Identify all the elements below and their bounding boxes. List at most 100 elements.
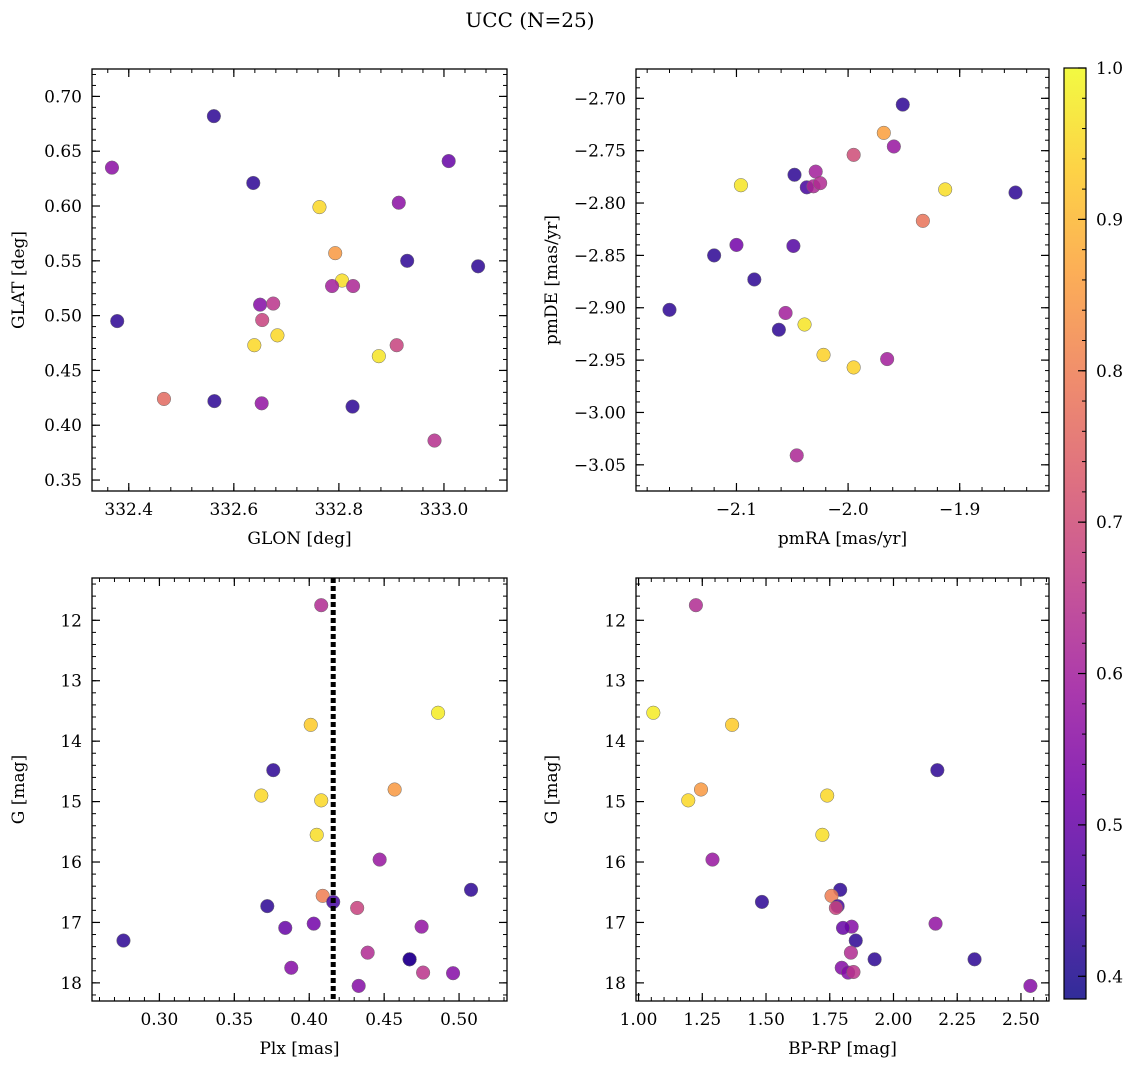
x-tick-label: 1.25 <box>683 1010 721 1030</box>
data-point <box>246 175 261 191</box>
y-tick-label: −2.80 <box>574 194 626 214</box>
scatter-points <box>646 598 1038 993</box>
data-point <box>391 195 406 210</box>
data-point <box>938 182 953 197</box>
y-tick-label: 0.35 <box>44 471 82 491</box>
minor-ticks <box>92 578 507 1001</box>
y-tick-label: 0.55 <box>44 252 82 272</box>
axes-frame <box>635 68 1050 492</box>
y-tick-label: 15 <box>60 793 82 813</box>
y-tick-label: 14 <box>604 732 626 752</box>
major-ticks <box>92 69 507 491</box>
y-axis-label: G [mag] <box>542 755 562 824</box>
data-point <box>284 960 299 975</box>
data-point <box>967 952 982 967</box>
axes-frame <box>635 577 1050 1002</box>
x-tick-label: −1.9 <box>939 500 980 520</box>
x-axis-label: BP-RP [mag] <box>788 1039 897 1059</box>
data-point <box>1023 978 1038 993</box>
data-point <box>387 782 402 797</box>
data-point <box>471 259 486 274</box>
axes-frame <box>91 577 508 1002</box>
data-point <box>789 448 804 463</box>
data-point <box>646 705 661 720</box>
y-axis-label: GLAT [deg] <box>9 231 29 329</box>
data-point <box>414 919 429 934</box>
data-point <box>253 297 268 312</box>
y-tick-label: 12 <box>60 611 82 631</box>
y-tick-label: −3.00 <box>574 403 626 423</box>
data-point <box>206 109 221 124</box>
data-point <box>312 200 327 215</box>
data-point <box>389 338 404 353</box>
x-tick-label: 333.0 <box>420 500 469 520</box>
data-point <box>835 920 851 935</box>
data-point <box>255 312 270 328</box>
data-point <box>328 246 343 261</box>
data-point <box>254 396 269 411</box>
data-point <box>693 782 709 797</box>
data-point <box>733 178 748 193</box>
data-point <box>846 360 861 375</box>
data-point <box>315 888 330 903</box>
major-ticks <box>636 69 1049 491</box>
major-ticks <box>636 578 1049 1001</box>
y-tick-label: −2.95 <box>574 351 626 371</box>
data-point <box>260 899 275 914</box>
x-tick-label: 2.25 <box>938 1010 976 1030</box>
data-point <box>116 933 131 948</box>
x-axis-label: Plx [mas] <box>259 1039 339 1059</box>
data-point <box>747 272 762 287</box>
colorbar-tick-label: 0.7 <box>1096 513 1123 533</box>
data-point <box>247 338 262 353</box>
data-point <box>895 97 910 112</box>
data-point <box>813 176 828 191</box>
y-tick-label: 0.70 <box>44 87 82 107</box>
data-point <box>254 788 269 803</box>
y-tick-label: 16 <box>60 853 82 873</box>
axes-frame <box>91 68 508 492</box>
x-tick-label: 0.50 <box>440 1010 478 1030</box>
major-ticks <box>92 578 507 1001</box>
data-point <box>848 933 863 948</box>
colorbar: 0.4 0.5 0.6 0.7 0.8 0.9 1.0 <box>1063 59 1123 1000</box>
data-point <box>431 705 446 720</box>
y-tick-label: 12 <box>604 611 626 631</box>
data-point <box>402 952 417 967</box>
data-point <box>816 347 831 362</box>
data-point <box>463 882 479 897</box>
data-point <box>314 793 329 808</box>
data-point <box>314 598 329 613</box>
colorbar-tick-label: 0.9 <box>1096 210 1123 230</box>
y-tick-label: −2.85 <box>574 246 626 266</box>
colorbar-frame <box>1063 67 1087 1000</box>
scatter-points <box>116 598 479 993</box>
data-point <box>156 391 172 406</box>
y-tick-label: 0.60 <box>44 197 82 217</box>
data-point <box>705 852 720 867</box>
data-point <box>725 717 740 732</box>
x-tick-label: 332.4 <box>104 500 153 520</box>
scatter-points <box>662 97 1023 463</box>
data-point <box>309 827 324 842</box>
y-tick-label: 13 <box>604 672 626 692</box>
data-point <box>928 916 943 931</box>
x-tick-label: 0.45 <box>365 1010 403 1030</box>
data-point <box>867 952 882 967</box>
data-point <box>351 978 366 993</box>
colorbar-tick-label: 0.8 <box>1096 362 1123 382</box>
data-point <box>350 900 365 915</box>
y-tick-label: 13 <box>60 672 82 692</box>
data-point <box>371 349 386 364</box>
x-tick-label: 2.50 <box>1002 1010 1040 1030</box>
data-point <box>771 322 786 337</box>
data-point <box>681 793 696 808</box>
panel-bprp-g: 1.00 1.25 1.50 1.75 2.00 2.25 2.50 12 13 14 15 16 17… <box>542 577 1050 1059</box>
data-point <box>820 788 835 803</box>
x-tick-label: 332.8 <box>315 500 364 520</box>
y-tick-label: 0.50 <box>44 307 82 327</box>
y-tick-label: −2.75 <box>574 142 626 162</box>
colorbar-tick-label: 0.4 <box>1096 967 1123 987</box>
x-tick-label: 2.00 <box>875 1010 913 1030</box>
